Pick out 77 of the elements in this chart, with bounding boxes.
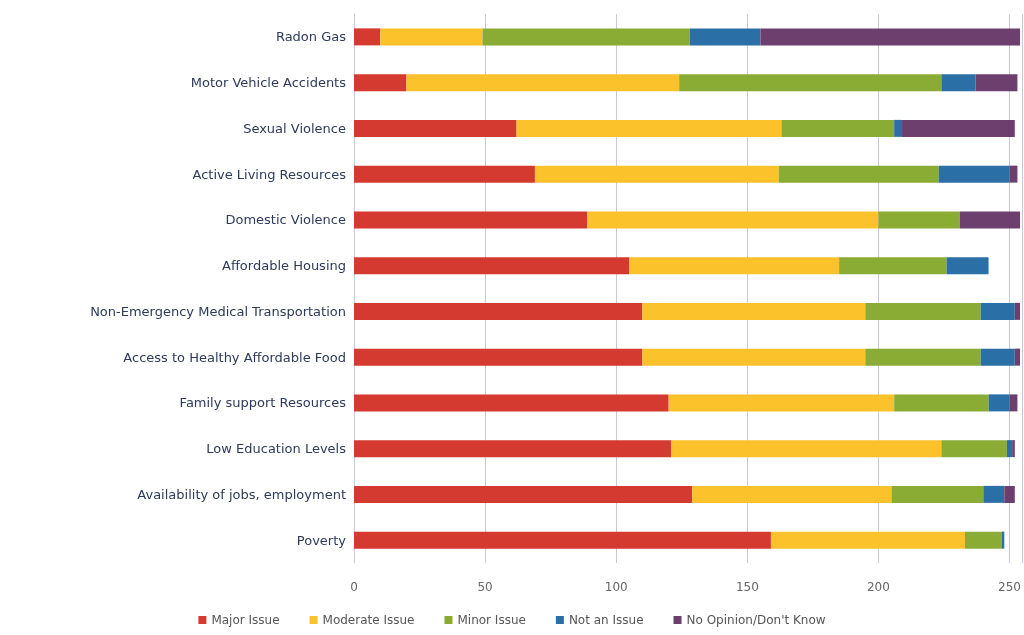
legend-label: Moderate Issue bbox=[322, 613, 415, 627]
bar bbox=[839, 257, 947, 275]
bar bbox=[692, 485, 892, 503]
bar bbox=[354, 28, 381, 46]
bar bbox=[629, 257, 840, 275]
bar bbox=[354, 531, 771, 549]
bar bbox=[946, 257, 989, 275]
bar bbox=[671, 440, 942, 458]
y-tick-label: Radon Gas bbox=[275, 29, 347, 45]
bar bbox=[964, 531, 1002, 549]
bar bbox=[865, 348, 981, 366]
bar bbox=[406, 74, 680, 92]
x-tick-label: 200 bbox=[866, 580, 890, 594]
y-tick-label: Domestic Violence bbox=[225, 212, 346, 228]
bar bbox=[354, 348, 643, 366]
bar bbox=[354, 211, 588, 229]
bar bbox=[482, 28, 690, 46]
bar bbox=[354, 257, 630, 275]
bar bbox=[1012, 440, 1015, 458]
bar bbox=[668, 394, 895, 412]
bar bbox=[983, 485, 1005, 503]
bar bbox=[380, 28, 483, 46]
y-tick-label: Affordable Housing bbox=[222, 258, 346, 274]
bar bbox=[354, 119, 517, 137]
bar bbox=[534, 165, 779, 183]
bar bbox=[354, 165, 535, 183]
bar bbox=[354, 485, 693, 503]
y-tick-label: Low Education Levels bbox=[206, 441, 347, 457]
y-tick-label: Active Living Resources bbox=[192, 166, 347, 182]
bar bbox=[778, 165, 939, 183]
y-tick-label: Non-Emergency Medical Transportation bbox=[90, 303, 346, 319]
legend-label: Not an Issue bbox=[568, 613, 644, 627]
bar bbox=[902, 119, 1015, 137]
x-tick-label: 100 bbox=[604, 580, 628, 594]
bar bbox=[980, 302, 1015, 320]
bar bbox=[354, 394, 669, 412]
x-tick-label: 250 bbox=[998, 580, 1021, 594]
bar bbox=[988, 394, 1010, 412]
bar bbox=[891, 485, 984, 503]
legend-label: Major Issue bbox=[211, 613, 280, 627]
bar bbox=[770, 531, 965, 549]
bar bbox=[642, 348, 866, 366]
legend-label: Minor Issue bbox=[457, 613, 526, 627]
bar bbox=[516, 119, 782, 137]
x-tick-label: 50 bbox=[477, 580, 493, 594]
bar bbox=[865, 302, 981, 320]
y-tick-label: Motor Vehicle Accidents bbox=[190, 75, 347, 91]
bar bbox=[941, 74, 976, 92]
bar bbox=[760, 28, 1021, 46]
y-tick-label: Access to Healthy Affordable Food bbox=[123, 349, 346, 365]
bar bbox=[959, 211, 1021, 229]
bar bbox=[689, 28, 761, 46]
bar bbox=[894, 394, 989, 412]
bar bbox=[894, 119, 903, 137]
bar bbox=[1006, 440, 1013, 458]
bar bbox=[878, 211, 960, 229]
bar bbox=[354, 440, 672, 458]
x-tick-label: 150 bbox=[735, 580, 759, 594]
bar bbox=[1014, 348, 1021, 366]
bar bbox=[975, 74, 1018, 92]
bar bbox=[642, 302, 866, 320]
bar bbox=[1004, 485, 1015, 503]
y-tick-label: Family support Resources bbox=[179, 395, 347, 411]
y-tick-label: Poverty bbox=[296, 532, 347, 548]
bar bbox=[781, 119, 895, 137]
x-tick-label: 0 bbox=[350, 580, 358, 594]
bar bbox=[354, 302, 643, 320]
bar bbox=[1014, 302, 1021, 320]
legend-label: No Opinion/Don't Know bbox=[686, 613, 826, 627]
bar bbox=[980, 348, 1015, 366]
bar bbox=[941, 440, 1007, 458]
bar bbox=[587, 211, 879, 229]
bar bbox=[354, 74, 407, 92]
bar bbox=[938, 165, 1010, 183]
y-tick-label: Availability of jobs, employment bbox=[137, 486, 346, 502]
y-tick-label: Sexual Violence bbox=[243, 120, 346, 136]
bar bbox=[679, 74, 942, 92]
